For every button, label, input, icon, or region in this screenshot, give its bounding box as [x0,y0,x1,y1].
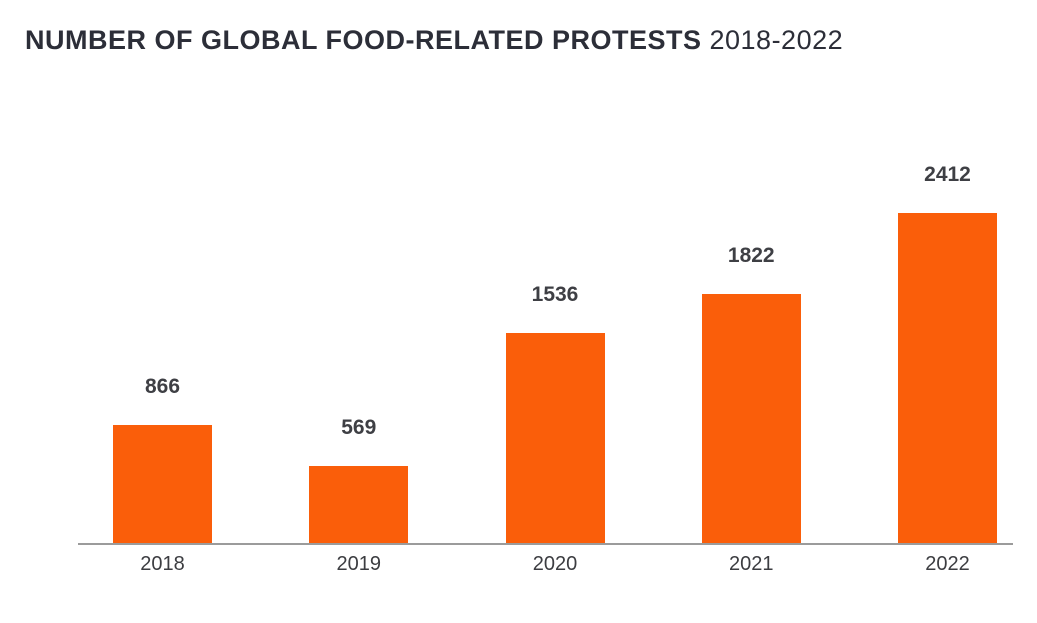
bar-2021 [701,293,801,544]
bar-2020 [505,333,605,544]
bar-2022 [898,213,997,544]
chart-title-year-range: 2018-2022 [709,25,844,55]
bar-value-label-2018: 866 [144,375,181,399]
x-axis-tick-label-2019: 2019 [336,553,382,575]
x-axis-tick-label-2018: 2018 [140,553,185,575]
bar-2018 [113,425,212,544]
x-axis-line [78,543,1013,545]
plot-area: 866 2018 569 2019 1536 2020 1822 2021 2412 2022 [78,100,1013,575]
bar-value-label-2019: 569 [341,415,377,439]
chart-title-main: NUMBER OF GLOBAL FOOD-RELATED PROTESTS [25,25,702,55]
bar-value-label-2020: 1536 [531,283,579,307]
chart-title: NUMBER OF GLOBAL FOOD-RELATED PROTESTS 20… [25,24,843,56]
bar-value-label-2022: 2412 [924,163,971,186]
x-axis-tick-label-2021: 2021 [729,553,774,575]
bar-2019 [309,465,409,544]
bar-value-label-2021: 1822 [727,243,775,267]
x-axis-tick-label-2022: 2022 [925,553,970,575]
x-axis-tick-label-2020: 2020 [532,553,578,575]
